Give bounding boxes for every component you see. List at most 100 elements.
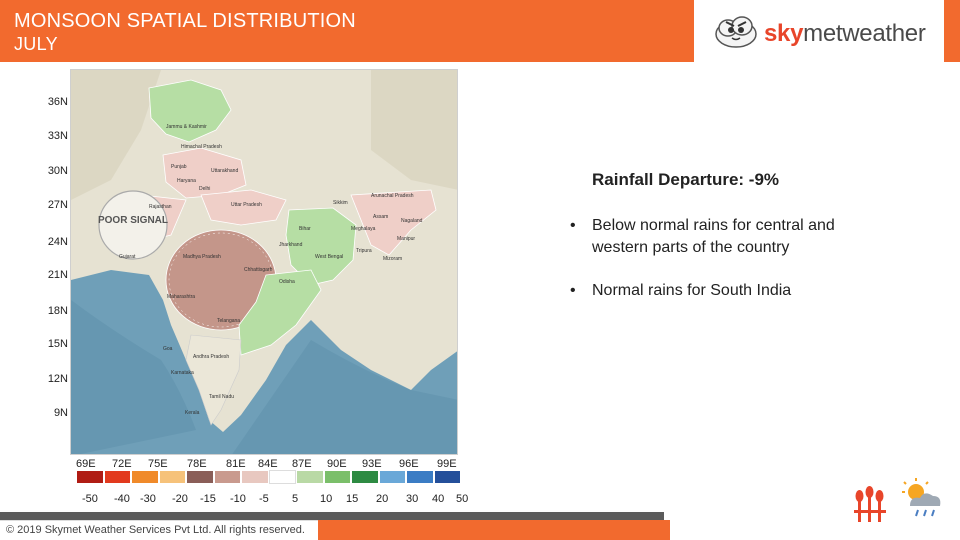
copyright-text: © 2019 Skymet Weather Services Pvt Ltd. …	[6, 524, 305, 536]
scale-label: -50	[82, 493, 98, 505]
label-punjab: Punjab	[171, 164, 187, 170]
label-jharkhand: Jharkhand	[279, 242, 303, 248]
latitude-label: 33N	[47, 130, 68, 142]
longitude-label: 69E	[76, 458, 96, 470]
scale-swatch	[406, 470, 434, 484]
latitude-label: 36N	[47, 96, 68, 108]
latitude-label: 9N	[53, 407, 68, 419]
scale-swatch	[158, 470, 186, 484]
poor-signal-label: POOR SIGNAL	[98, 215, 168, 226]
label-odisha: Odisha	[279, 279, 295, 285]
scale-label: 30	[406, 493, 419, 505]
label-nagaland: Nagaland	[401, 218, 423, 224]
latitude-label: 12N	[47, 373, 68, 385]
scale-swatch	[186, 470, 214, 484]
label-uttarakhand: Uttarakhand	[211, 168, 238, 174]
scale-swatch	[296, 470, 324, 484]
scale-label: 10	[320, 493, 333, 505]
label-meghalaya: Meghalaya	[351, 226, 376, 232]
region-up	[200, 189, 287, 226]
longitude-label: 87E	[292, 458, 312, 470]
footer-divider	[0, 512, 664, 520]
label-bihar: Bihar	[299, 226, 311, 232]
scale-swatch	[323, 470, 351, 484]
label-gujarat: Gujarat	[119, 254, 136, 260]
longitude-label: 99E	[437, 458, 457, 470]
scale-label: 50	[456, 493, 469, 505]
footer-copyright-box	[0, 520, 318, 540]
region-north-pink	[162, 147, 247, 199]
label-manipur: Manipur	[397, 236, 415, 242]
scale-label: 40	[432, 493, 445, 505]
longitude-label: 93E	[362, 458, 382, 470]
scale-label: -30	[140, 493, 156, 505]
label-kerala: Kerala	[185, 410, 200, 416]
label-tn: Tamil Nadu	[209, 394, 234, 400]
latitude-label: 15N	[47, 338, 68, 350]
summary-bullet-1: • Below normal rains for central and west…	[570, 217, 835, 256]
label-haryana: Haryana	[177, 178, 196, 184]
label-ap: Andhra Pradesh	[193, 354, 229, 360]
label-assam: Assam	[373, 214, 388, 220]
scale-label: -10	[230, 493, 246, 505]
longitude-label: 96E	[399, 458, 419, 470]
scale-swatch	[103, 470, 131, 484]
label-hp: Himachal Pradesh	[181, 144, 222, 150]
label-arunachal: Arunachal Pradesh	[371, 193, 414, 199]
label-jk: Jammu & Kashmir	[166, 124, 207, 130]
rainfall-departure-title: Rainfall Departure: -9%	[592, 170, 780, 189]
longitude-label: 78E	[187, 458, 207, 470]
latitude-label: 18N	[47, 305, 68, 317]
summary-bullet-2: • Normal rains for South India	[570, 282, 792, 299]
label-chhattisgarh: Chhattisgarh	[244, 267, 273, 273]
cloud-mascot-icon	[715, 16, 757, 48]
scale-swatch	[213, 470, 241, 484]
india-map: POOR SIGNAL Jammu & Kashmir Himachal Pra…	[71, 70, 457, 454]
label-up: Uttar Pradesh	[231, 202, 262, 208]
label-goa: Goa	[163, 346, 173, 352]
scale-label: -20	[172, 493, 188, 505]
page-title: MONSOON SPATIAL DISTRIBUTION	[14, 10, 356, 32]
region-jk	[148, 79, 232, 143]
scale-swatch	[378, 470, 406, 484]
label-sikkim: Sikkim	[333, 200, 348, 206]
longitude-label: 72E	[112, 458, 132, 470]
brand-logo[interactable]: skymetweather	[694, 0, 944, 62]
scale-swatch	[241, 470, 269, 484]
scale-label: 20	[376, 493, 389, 505]
latitude-label: 27N	[47, 199, 68, 211]
page-subtitle: JULY	[14, 34, 58, 54]
longitude-label: 81E	[226, 458, 246, 470]
region-east-green	[285, 207, 357, 286]
rainfall-map: POOR SIGNAL Jammu & Kashmir Himachal Pra…	[70, 69, 458, 455]
scale-swatch	[76, 470, 104, 484]
scale-swatch	[268, 470, 296, 484]
scale-label: -15	[200, 493, 216, 505]
scale-swatch	[351, 470, 379, 484]
region-south	[185, 334, 242, 426]
scale-label: -5	[259, 493, 269, 505]
region-ne	[350, 189, 437, 256]
longitude-label: 84E	[258, 458, 278, 470]
label-maharashtra: Maharashtra	[167, 294, 195, 300]
latitude-label: 21N	[47, 269, 68, 281]
label-delhi: Delhi	[199, 186, 210, 192]
latitude-label: 30N	[47, 165, 68, 177]
label-karnataka: Karnataka	[171, 370, 194, 376]
label-telangana: Telangana	[217, 318, 240, 324]
brand-wordmark: skymetweather	[764, 20, 926, 47]
label-mp: Madhya Pradesh	[183, 254, 221, 260]
header-bar: MONSOON SPATIAL DISTRIBUTION JULY skymet…	[0, 0, 960, 62]
label-wb: West Bengal	[315, 254, 343, 260]
scale-label: -40	[114, 493, 130, 505]
longitude-label: 75E	[148, 458, 168, 470]
wheat-weather-icon	[854, 478, 941, 522]
scale-swatch	[433, 470, 461, 484]
scale-swatch	[131, 470, 159, 484]
region-south-east-green	[238, 269, 322, 356]
label-rajasthan: Rajasthan	[149, 204, 172, 210]
latitude-label: 24N	[47, 236, 68, 248]
label-mizoram: Mizoram	[383, 256, 402, 262]
longitude-label: 90E	[327, 458, 347, 470]
scale-label: 5	[292, 493, 299, 505]
